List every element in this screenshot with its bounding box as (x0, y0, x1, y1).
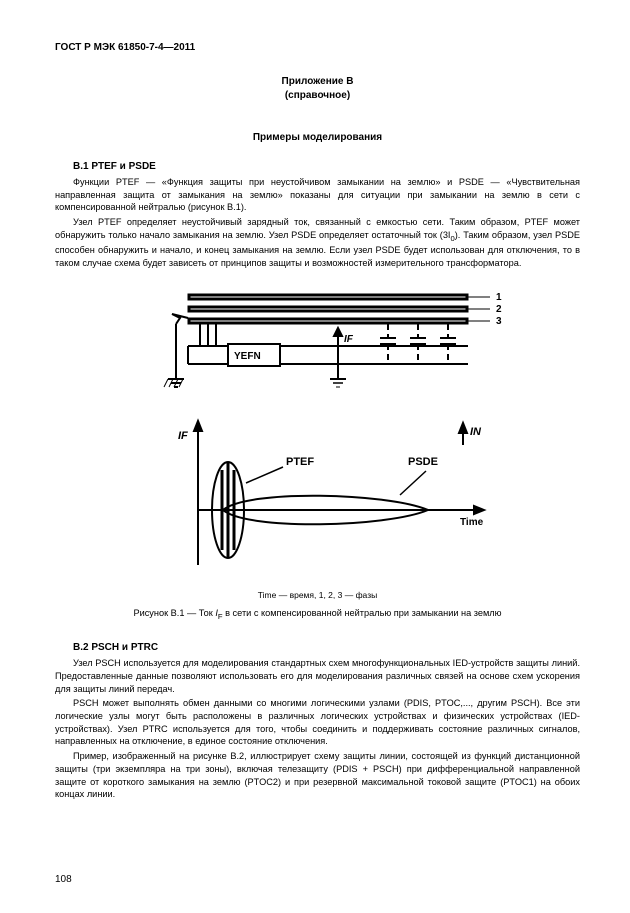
appendix-header: Приложение В (справочное) (55, 75, 580, 102)
page-number: 108 (55, 874, 72, 885)
figure-legend: Time — время, 1, 2, 3 — фазы (55, 590, 580, 600)
caption-b: в сети с компенсированной нейтралью при … (223, 608, 502, 618)
y-axis-label: IF (178, 430, 188, 442)
b2-para-2: PSCH может выполнять обмен данными со мн… (55, 697, 580, 748)
phase-3-label: 3 (496, 316, 502, 327)
y2-axis-label: IN (470, 426, 482, 438)
appendix-note: (справочное) (55, 89, 580, 103)
b2-para-3: Пример, изображенный на рисунке В.2, илл… (55, 750, 580, 801)
section-b2-heading: В.2 PSCH и PTRC (73, 642, 580, 653)
b2-para-1: Узел PSCH используется для моделирования… (55, 657, 580, 695)
b1-para-1: Функции PTEF — «Функция защиты при неуст… (55, 176, 580, 214)
caption-a: Рисунок В.1 — Ток (133, 608, 215, 618)
doc-id: ГОСТ Р МЭК 61850-7-4—2011 (55, 42, 580, 53)
phase-2-label: 2 (496, 304, 502, 315)
phase-1-label: 1 (496, 292, 502, 303)
if-arrow-label: IF (344, 334, 354, 345)
appendix-subtitle: Примеры моделирования (55, 132, 580, 143)
x-axis-label: Time (460, 517, 484, 528)
page: ГОСТ Р МЭК 61850-7-4—2011 Приложение В (… (0, 0, 630, 913)
figure-b1: 1 2 3 (55, 284, 580, 621)
current-chart: IF IN Time PTEF PSDE (128, 415, 508, 575)
ptef-label: PTEF (286, 456, 314, 468)
yefn-label: YEFN (234, 351, 261, 362)
b1-para-2: Узел PTEF определяет неустойчивый зарядн… (55, 216, 580, 269)
appendix-title: Приложение В (55, 75, 580, 89)
section-b1-heading: В.1 PTEF и PSDE (73, 161, 580, 172)
circuit-diagram: 1 2 3 (128, 284, 508, 404)
psde-label: PSDE (408, 456, 438, 468)
figure-caption: Рисунок В.1 — Ток IF в сети с компенсиро… (55, 608, 580, 621)
